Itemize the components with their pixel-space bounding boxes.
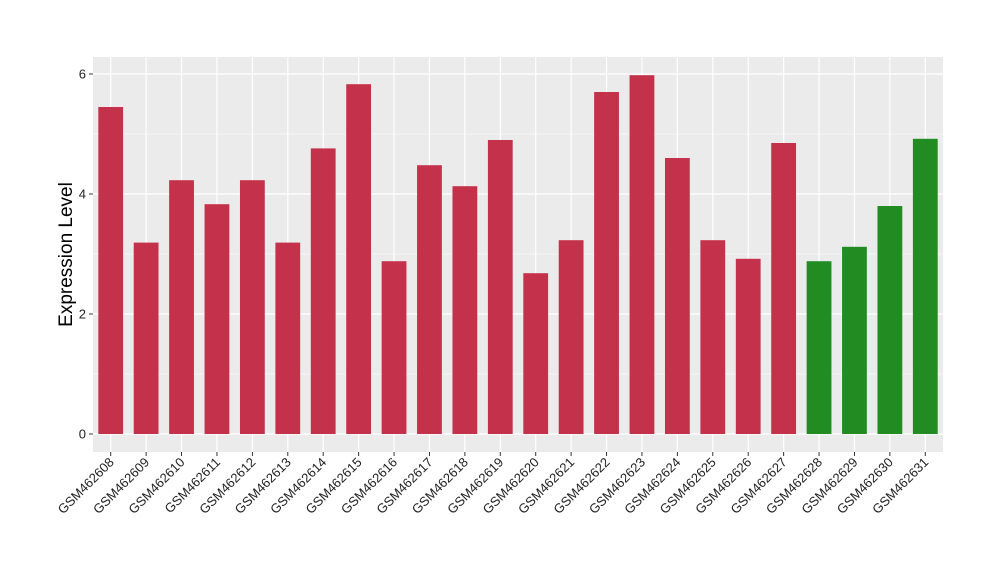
bar-GSM462616: [381, 261, 407, 434]
bar-GSM462608: [98, 107, 124, 434]
bar-GSM462620: [523, 273, 549, 434]
minor-gridlines: [93, 133, 943, 375]
y-axis-title: Expression Level: [56, 182, 77, 327]
bar-GSM462626: [735, 258, 761, 434]
bar-GSM462614: [310, 148, 336, 434]
bar-GSM462627: [771, 143, 797, 434]
bar-GSM462609: [133, 242, 159, 434]
bar-GSM462623: [629, 75, 655, 434]
bar-GSM462613: [275, 242, 301, 434]
y-axis: 0 2 4 6: [79, 67, 93, 442]
y-tick-label: 2: [79, 307, 86, 322]
bar-GSM462612: [239, 180, 265, 434]
bar-GSM462631: [912, 138, 938, 435]
bar-GSM462622: [594, 92, 619, 434]
y-tick-label: 0: [79, 427, 86, 442]
bar-GSM462619: [487, 140, 513, 434]
plot-panel: [93, 57, 943, 452]
bar-GSM462615: [346, 84, 372, 434]
x-axis: GSM462608GSM462609GSM462610GSM462611GSM4…: [55, 452, 931, 517]
bar-GSM462628: [806, 261, 832, 434]
bar-GSM462625: [700, 240, 726, 434]
bar-GSM462611: [204, 204, 230, 434]
bar-GSM462610: [169, 180, 194, 434]
bar-GSM462617: [417, 165, 442, 434]
y-tick-label: 4: [79, 187, 86, 202]
y-tick-label: 6: [79, 67, 86, 82]
bars: [98, 75, 938, 435]
bar-GSM462618: [452, 186, 478, 434]
bar-GSM462621: [558, 240, 584, 434]
bar-GSM462624: [664, 158, 690, 434]
bar-GSM462630: [877, 206, 903, 434]
bar-GSM462629: [842, 246, 867, 434]
